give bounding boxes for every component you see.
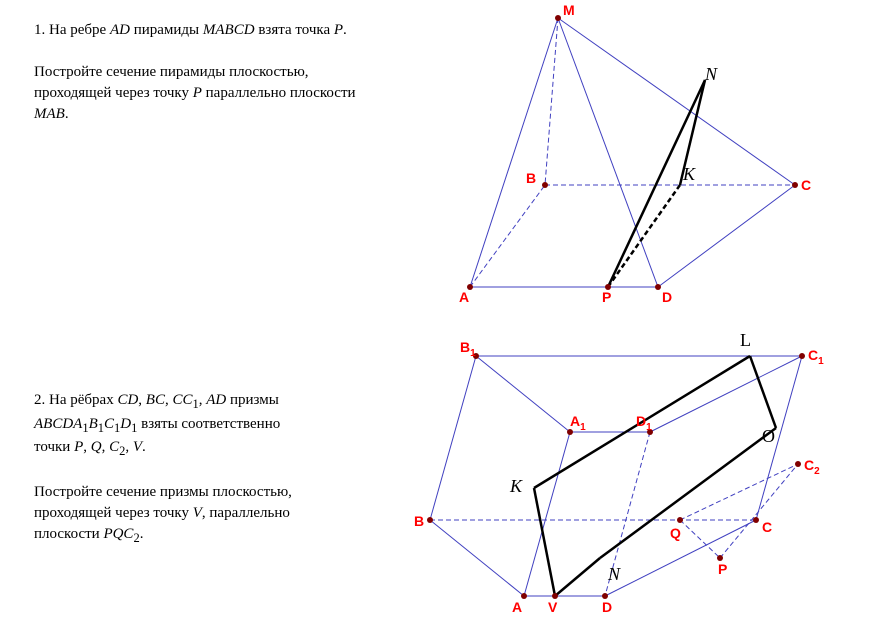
dot-C1 — [799, 353, 805, 359]
aux-QP — [680, 520, 720, 558]
label-V: V — [548, 599, 558, 615]
section-VN — [555, 558, 600, 596]
label-N: N — [704, 64, 718, 84]
figure-2: B1 C1 A1 D1 B C A D Q P V C2 L O K N — [0, 320, 871, 640]
dot-C — [792, 182, 798, 188]
label-C2: C2 — [804, 457, 820, 477]
edge-A1A — [524, 432, 570, 596]
label-B1: B1 — [460, 339, 476, 359]
label-D: D — [662, 289, 672, 305]
dot-C2 — [795, 461, 801, 467]
dot-A1 — [567, 429, 573, 435]
edge-D1C1 — [650, 356, 802, 432]
label-L: L — [740, 330, 751, 350]
label-C1: C1 — [808, 347, 824, 367]
label-K: K — [682, 164, 696, 184]
dot-M — [555, 15, 561, 21]
edge-MB — [545, 18, 558, 185]
edge-CD — [658, 185, 795, 287]
label-C: C — [801, 177, 811, 193]
label-A1: A1 — [570, 413, 586, 433]
section-OL — [750, 356, 776, 428]
label-P: P — [602, 289, 611, 305]
edge-MA — [470, 18, 558, 287]
dot-B — [427, 517, 433, 523]
label-N: N — [607, 564, 621, 584]
label-M: M — [563, 2, 575, 18]
dot-Q — [677, 517, 683, 523]
aux-QC2 — [680, 464, 798, 520]
label-K: K — [509, 476, 523, 496]
edge-B1B — [430, 356, 476, 520]
edge-AB — [470, 185, 545, 287]
section-KV — [534, 488, 555, 596]
label-O: O — [762, 426, 775, 446]
label-B: B — [414, 513, 424, 529]
label-C: C — [762, 519, 772, 535]
dot-D — [655, 284, 661, 290]
label-A: A — [512, 599, 522, 615]
edge-MD — [558, 18, 658, 287]
label-B: B — [526, 170, 536, 186]
label-A: A — [459, 289, 469, 305]
dot-C — [753, 517, 759, 523]
label-D: D — [602, 599, 612, 615]
edge-B1A1 — [476, 356, 570, 432]
label-P: P — [718, 561, 727, 577]
section-NO — [600, 428, 776, 558]
label-Q: Q — [670, 525, 681, 541]
section-KP — [608, 185, 680, 287]
edge-BA — [430, 520, 524, 596]
dot-B — [542, 182, 548, 188]
edge-MC — [558, 18, 795, 185]
figure-1: M A B C D P N K — [0, 0, 871, 320]
